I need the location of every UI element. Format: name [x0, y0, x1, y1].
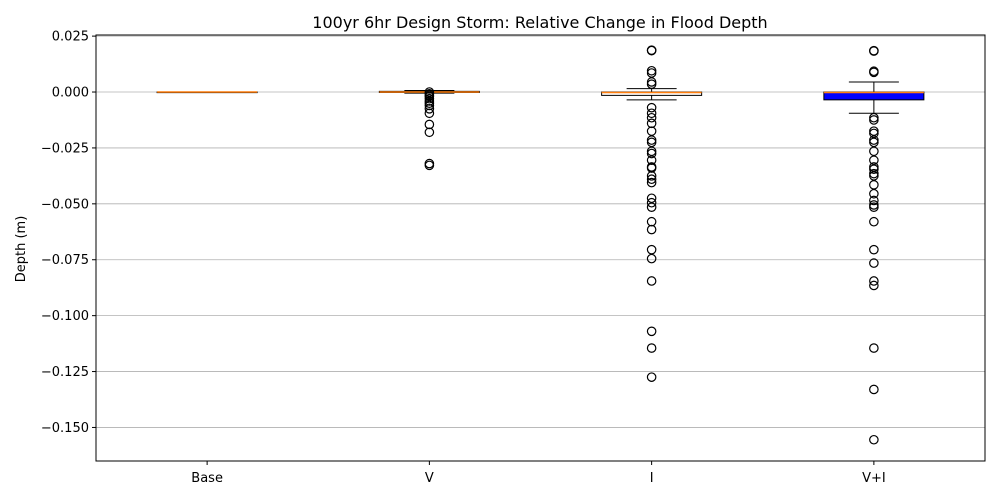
outlier-point: [869, 46, 879, 56]
outlier-point: [646, 202, 657, 212]
plot-area: [156, 45, 925, 445]
outlier-point: [869, 188, 879, 199]
outlier-point: [869, 180, 879, 190]
outlier-point: [869, 244, 879, 255]
y-tick-label: −0.025: [41, 141, 89, 156]
axes: 0.025 0.000 −0.025 −0.050 −0.075 −0.100 −0.125…: [41, 30, 986, 486]
outlier-point: [424, 103, 435, 114]
outlier-point: [869, 146, 879, 157]
outlier-point: [646, 112, 657, 123]
outlier-point: [646, 118, 657, 129]
outlier-point: [646, 45, 657, 56]
outlier-point: [646, 177, 657, 188]
outlier-point: [646, 197, 657, 208]
box-group-base: [156, 91, 258, 94]
outlier-point: [869, 434, 879, 445]
box-group-v: [378, 87, 480, 171]
outlier-point: [869, 67, 879, 78]
outlier-point: [646, 148, 657, 159]
outlier-point: [646, 276, 657, 286]
outlier-point: [646, 224, 657, 235]
outlier-point: [646, 108, 657, 119]
x-tick-label: V: [425, 471, 434, 486]
outlier-point: [646, 216, 657, 227]
outlier-point: [646, 174, 657, 185]
outlier-point: [869, 258, 879, 268]
y-tick-label: −0.050: [41, 197, 89, 212]
y-axis-label: Depth (m): [14, 216, 29, 283]
outlier-point: [646, 343, 657, 353]
outlier-point: [646, 79, 657, 89]
x-tick-label: I: [650, 471, 654, 486]
outlier-point: [869, 202, 879, 212]
outlier-point: [646, 171, 657, 181]
outlier-point: [646, 372, 657, 382]
outlier-point: [869, 115, 879, 125]
outlier-point: [869, 384, 879, 395]
y-tick-label: −0.150: [41, 421, 89, 436]
outlier-point: [869, 195, 879, 206]
y-tick-label: −0.125: [41, 365, 89, 380]
x-tick-label: Base: [191, 471, 223, 486]
outlier-point: [869, 343, 879, 353]
outlier-point: [424, 127, 435, 138]
outlier-point: [646, 126, 657, 136]
x-tick-label: V+I: [862, 471, 886, 486]
outlier-point: [424, 119, 435, 130]
outlier-point: [869, 280, 879, 291]
outlier-point: [424, 160, 435, 171]
outlier-point: [424, 108, 435, 119]
box-group-i: [601, 45, 703, 382]
outlier-point: [646, 326, 657, 337]
axes-frame: [95, 34, 986, 462]
y-tick-label: 0.000: [52, 86, 89, 101]
y-tick-label: 0.025: [52, 30, 89, 45]
outlier-point: [869, 276, 879, 286]
outlier-point: [646, 253, 657, 264]
outlier-point: [646, 102, 657, 113]
box-group-v-i: [823, 45, 925, 445]
chart-title: 100yr 6hr Design Storm: Relative Change …: [312, 13, 767, 32]
y-tick-label: −0.075: [41, 253, 89, 268]
y-tick-label: −0.100: [41, 309, 89, 324]
outlier-point: [646, 244, 657, 255]
outlier-point: [869, 164, 879, 174]
outlier-point: [869, 216, 879, 227]
